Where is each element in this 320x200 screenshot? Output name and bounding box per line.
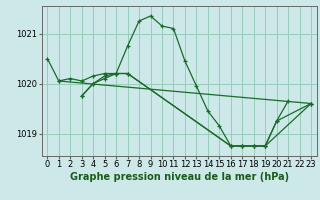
X-axis label: Graphe pression niveau de la mer (hPa): Graphe pression niveau de la mer (hPa)	[70, 172, 289, 182]
